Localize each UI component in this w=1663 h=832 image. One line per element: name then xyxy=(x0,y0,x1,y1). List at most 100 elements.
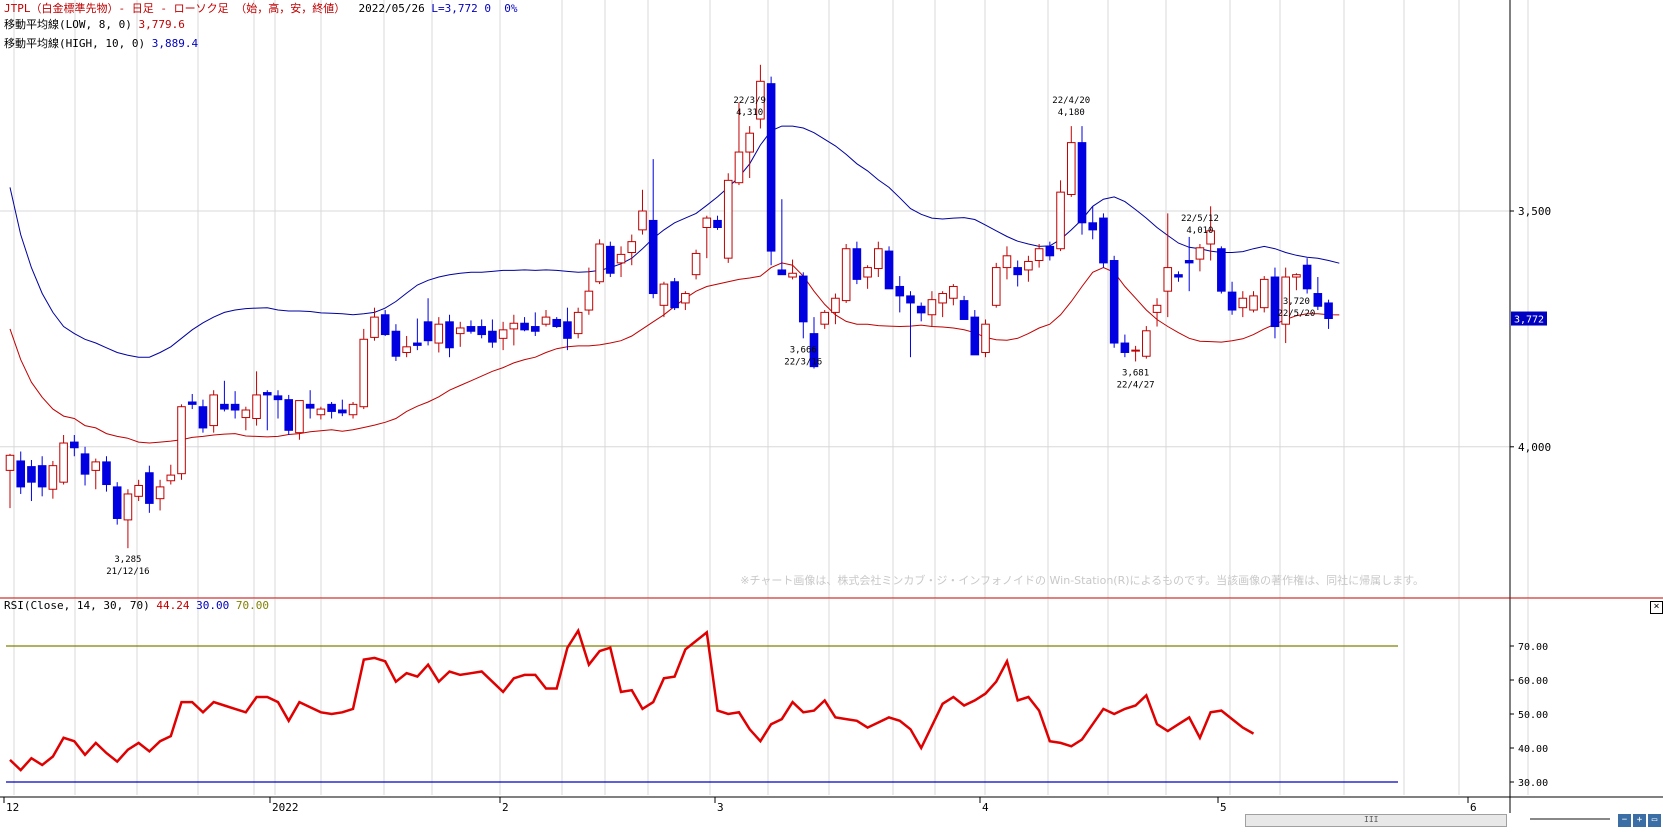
x-tick-label: 2 xyxy=(502,801,509,814)
zoom-out-icon[interactable]: − xyxy=(1618,814,1631,827)
candle-body-up xyxy=(209,394,218,427)
candle-body-down xyxy=(959,300,969,320)
ma-high-label: 移動平均線(HIGH, 10, 0) xyxy=(4,37,146,50)
candle-body-down xyxy=(895,285,905,297)
annotation-date: 21/12/16 xyxy=(106,567,149,577)
candle-body-up xyxy=(359,338,369,408)
candle-body-up xyxy=(1238,297,1248,309)
zoom-slider[interactable] xyxy=(1530,818,1610,820)
candle-body-down xyxy=(809,333,819,368)
candle-body-up xyxy=(348,403,358,416)
candle-body-up xyxy=(831,297,840,313)
last-price-label: 3,772 xyxy=(1514,315,1544,326)
annotation-date: 22/3/9 xyxy=(733,96,766,106)
candle-body-up xyxy=(48,465,58,490)
candle-body-down xyxy=(273,395,283,401)
ma-high-line xyxy=(9,125,1340,358)
candle-body-down xyxy=(220,403,229,410)
candle-body-up xyxy=(616,253,626,264)
candle-body-down xyxy=(1120,342,1130,353)
ma-high-value: 3,889.4 xyxy=(151,37,199,50)
watermark-text: ※チャート画像は、株式会社ミンカブ・ジ・インフォノイドの Win-Station… xyxy=(740,573,1424,587)
candle-body-down xyxy=(852,248,862,280)
candle-body-down xyxy=(27,466,36,483)
candle-body-down xyxy=(284,399,294,431)
candle-body-up xyxy=(252,394,261,420)
candle-body-down xyxy=(423,321,433,342)
candle-body-up xyxy=(1163,267,1173,292)
candle-body-down xyxy=(112,486,122,519)
horizontal-scrollbar[interactable]: III xyxy=(1245,814,1507,827)
candle-body-down xyxy=(1217,248,1226,292)
candle-body-up xyxy=(177,406,186,475)
candle-body-up xyxy=(927,299,937,316)
candle-body-down xyxy=(777,269,787,276)
candle-body-down xyxy=(1045,245,1055,257)
candle-body-up xyxy=(841,248,851,302)
header-change: 0 xyxy=(484,2,491,15)
candle-body-down xyxy=(1227,291,1237,311)
candle-body-down xyxy=(413,342,422,346)
candle-body-down xyxy=(230,403,240,411)
candle-body-down xyxy=(906,295,915,304)
candle-body-up xyxy=(155,486,165,500)
candle-body-up xyxy=(702,217,712,229)
candle-body-up xyxy=(509,322,519,330)
candle-body-up xyxy=(681,293,690,304)
candle-body-down xyxy=(884,250,894,290)
candle-body-down xyxy=(391,330,401,357)
rsi-panel xyxy=(6,627,1398,783)
candle-body-down xyxy=(1077,142,1087,224)
candle-body-up xyxy=(5,454,15,471)
candle-body-up xyxy=(1034,248,1044,262)
annotation-value: 4,010 xyxy=(1186,226,1213,236)
candle-body-up xyxy=(991,267,1001,306)
candle-body-down xyxy=(488,330,497,343)
candle-body-up xyxy=(1002,255,1012,269)
annotation-date: 22/3/16 xyxy=(784,357,822,367)
candle-body-down xyxy=(1313,293,1323,307)
annotation-date: 22/4/27 xyxy=(1117,380,1155,390)
candle-body-down xyxy=(1109,260,1119,344)
close-rsi-panel-icon[interactable]: × xyxy=(1650,601,1663,614)
header-date: 2022/05/26 xyxy=(358,2,425,15)
candle-body-down xyxy=(1270,276,1280,328)
price-y-tick-label: 4,000 xyxy=(1518,441,1551,454)
rsi-legend: RSI(Close, 14, 30, 70) 44.24 30.00 70.00 xyxy=(4,599,269,613)
annotation-date: 22/4/20 xyxy=(1052,96,1090,106)
zoom-in-icon[interactable]: + xyxy=(1633,814,1646,827)
candle-body-up xyxy=(1066,142,1076,195)
rsi-y-tick-label: 70.00 xyxy=(1518,642,1548,653)
candle-body-down xyxy=(1174,274,1183,278)
candle-body-up xyxy=(91,461,101,471)
annotation-value: 3,666 xyxy=(790,345,817,355)
candle-body-up xyxy=(498,329,508,339)
candle-body-down xyxy=(1302,264,1312,290)
header-last: L=3,772 xyxy=(431,2,478,15)
candle-body-down xyxy=(670,281,679,309)
candle-body-down xyxy=(262,392,272,396)
fit-icon[interactable]: ▭ xyxy=(1648,814,1661,827)
candle-body-down xyxy=(466,326,476,332)
candle-body-up xyxy=(981,323,990,353)
x-tick-label: 2022 xyxy=(272,801,299,814)
rsi-y-tick-label: 40.00 xyxy=(1518,744,1548,755)
candle-body-up xyxy=(541,316,551,325)
candle-body-down xyxy=(16,460,26,488)
candle-body-down xyxy=(477,326,486,336)
candle-body-up xyxy=(241,409,251,419)
rsi-y-tick-label: 50.00 xyxy=(1518,710,1548,721)
candle-body-up xyxy=(455,327,465,335)
x-tick-label: 5 xyxy=(1220,801,1227,814)
header-title: JTPL（白金標準先物）- 日足 - ローソク足 （始，高，安，終値） xyxy=(4,2,346,15)
candle-body-down xyxy=(530,326,540,332)
candle-body-down xyxy=(1013,267,1022,276)
candle-body-down xyxy=(1088,222,1098,231)
scrollbar-grip[interactable]: III xyxy=(1364,815,1379,824)
candle-body-up xyxy=(1024,260,1033,271)
candle-body-down xyxy=(327,403,336,412)
grid xyxy=(0,0,1529,795)
candle-body-up xyxy=(1195,247,1205,260)
candle-body-up xyxy=(1292,274,1301,278)
candle-body-down xyxy=(70,441,79,449)
